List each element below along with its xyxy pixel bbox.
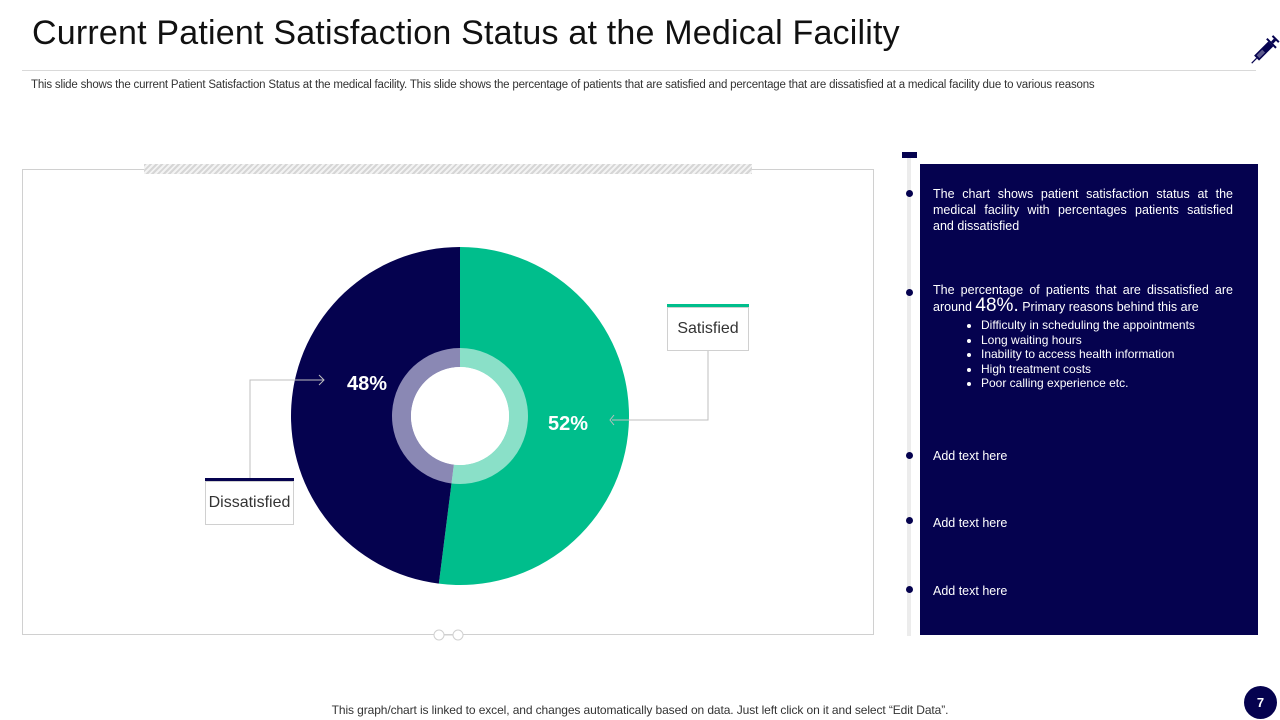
timeline-dot [906, 289, 913, 296]
timeline-dot [906, 517, 913, 524]
reason-item: High treatment costs [981, 362, 1233, 377]
timeline-track [907, 156, 911, 636]
dissatisfied-accent-bar [205, 478, 294, 483]
satisfied-percent-label: 52% [548, 413, 588, 435]
satisfied-legend-label: Satisfied [667, 307, 749, 351]
reasons-list: Difficulty in scheduling the appointment… [933, 318, 1233, 391]
timeline-dot [906, 190, 913, 197]
page-title: Current Patient Satisfaction Status at t… [32, 14, 900, 52]
insight-text-1: The chart shows patient satisfaction sta… [933, 187, 1233, 233]
carousel-dot [452, 629, 464, 641]
insight-text-3: Add text here [933, 449, 1008, 463]
slice-dissatisfied[interactable] [291, 247, 460, 584]
donut-hole [411, 367, 509, 465]
title-divider [22, 70, 1256, 71]
syringe-icon [1251, 35, 1280, 64]
reason-item: Poor calling experience etc. [981, 376, 1233, 391]
insight-text-4: Add text here [933, 516, 1008, 530]
dissatisfied-arrowhead [318, 374, 325, 386]
insight-text-5: Add text here [933, 584, 1008, 598]
timeline-dot [906, 452, 913, 459]
satisfied-arrowhead [609, 414, 615, 426]
dissatisfied-percent-label: 48% [347, 373, 387, 395]
insight-2-suffix: Primary reasons behind this are [1022, 300, 1199, 314]
insight-2-prefix: The percentage of patients that are diss… [933, 283, 1233, 314]
dissatisfied-connector [249, 379, 324, 478]
slide-description: This slide shows the current Patient Sat… [31, 79, 1095, 91]
satisfied-connector [612, 351, 709, 421]
reason-item: Difficulty in scheduling the appointment… [981, 318, 1233, 333]
inner-ring-dissatisfied [392, 348, 460, 484]
dissatisfied-legend-label: Dissatisfied [205, 481, 294, 525]
slice-satisfied[interactable] [438, 247, 629, 585]
insight-2-value: 48%. [975, 295, 1019, 316]
carousel-dot [433, 629, 445, 641]
timeline-dot [906, 586, 913, 593]
satisfied-accent-bar [667, 304, 749, 309]
reason-item: Inability to access health information [981, 347, 1233, 362]
hatch-decoration [144, 164, 752, 174]
insight-text-2: The percentage of patients that are diss… [933, 282, 1233, 391]
timeline-cap [902, 152, 917, 158]
reason-item: Long waiting hours [981, 333, 1233, 348]
inner-ring-satisfied [451, 348, 529, 484]
insights-panel: The chart shows patient satisfaction sta… [920, 164, 1258, 635]
page-number: 7 [1244, 686, 1277, 719]
chart-footnote: This graph/chart is linked to excel, and… [331, 703, 949, 717]
